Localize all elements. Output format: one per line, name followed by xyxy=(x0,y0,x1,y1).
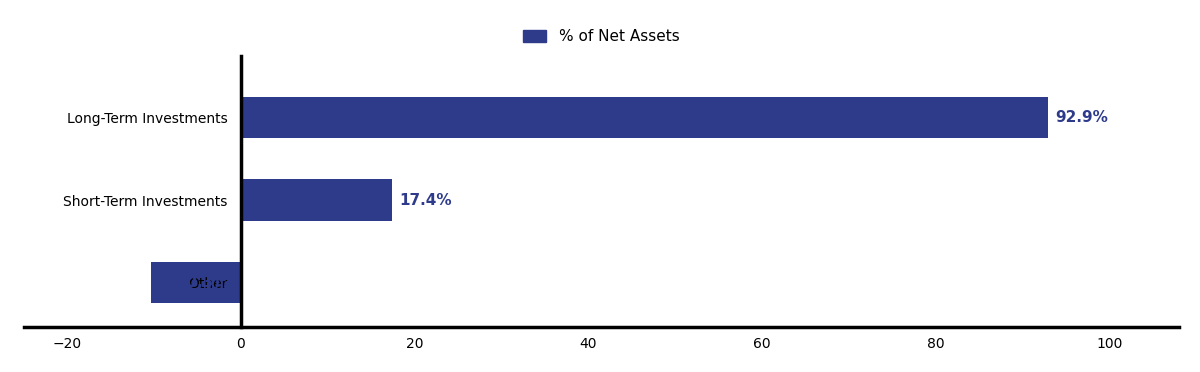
Bar xyxy=(241,97,1048,138)
Bar xyxy=(241,179,392,221)
Legend: % of Net Assets: % of Net Assets xyxy=(517,23,685,50)
Text: 17.4%: 17.4% xyxy=(398,193,451,208)
Bar xyxy=(151,262,241,303)
Text: (10.3)%: (10.3)% xyxy=(170,275,236,290)
Text: 92.9%: 92.9% xyxy=(1055,110,1108,125)
